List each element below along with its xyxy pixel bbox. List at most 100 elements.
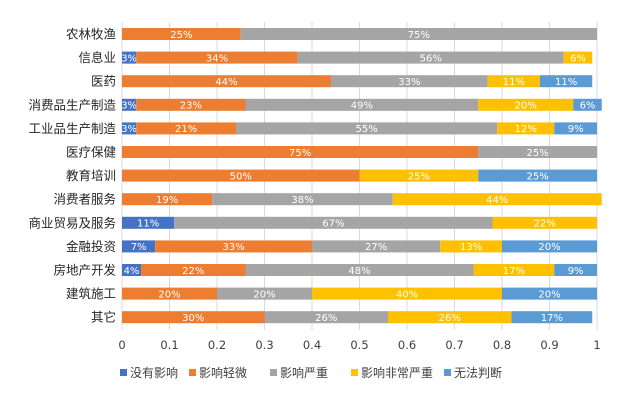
data-label: 20% <box>538 289 560 300</box>
bar-segment <box>312 287 502 300</box>
bar-segment <box>122 169 360 182</box>
data-label: 20% <box>538 242 560 253</box>
data-label: 9% <box>568 266 584 277</box>
data-label: 22% <box>182 266 204 277</box>
category-label: 建筑施工 <box>66 286 116 301</box>
data-label: 49% <box>351 101 373 112</box>
data-label: 33% <box>223 242 245 253</box>
bar-segment <box>155 240 312 253</box>
bar-segment <box>540 75 593 88</box>
bar-segment <box>388 311 512 324</box>
data-label: 7% <box>131 242 147 253</box>
data-label: 6% <box>580 101 596 112</box>
bar-segment <box>122 28 241 40</box>
bar-segment <box>478 146 597 158</box>
bar-segment <box>563 51 593 64</box>
legend-label: 影响非常严重 <box>361 365 433 380</box>
data-label: 22% <box>534 219 556 230</box>
category-label: 医药 <box>91 74 116 89</box>
data-label: 21% <box>175 124 197 135</box>
data-label: 40% <box>396 289 418 300</box>
bar-segment <box>122 240 156 253</box>
bar-segment <box>473 264 555 276</box>
data-label: 38% <box>291 195 313 206</box>
bar-segment <box>240 28 597 40</box>
data-label: 20% <box>515 101 537 112</box>
data-label: 55% <box>356 124 378 135</box>
bar-segment <box>174 216 493 229</box>
bar-segment <box>122 98 137 111</box>
bar-segment <box>236 122 498 135</box>
data-label: 6% <box>570 53 586 64</box>
data-label: 67% <box>322 219 344 230</box>
bar-segment <box>492 216 597 229</box>
bar-segment <box>478 169 597 182</box>
data-label: 3% <box>121 101 137 112</box>
category-label: 房地产开发 <box>53 263 116 278</box>
x-axis-tick-labels: 0 0.1 0.2 0.3 0.4 0.5 0.6 0.7 0.8 0.9 1 <box>118 338 600 352</box>
legend-swatch <box>444 369 451 376</box>
bar-segment <box>511 311 593 324</box>
data-label: 3% <box>121 53 137 64</box>
x-tick-label: 0.6 <box>398 338 416 352</box>
bar-segment <box>502 240 597 253</box>
data-label: 25% <box>408 171 430 182</box>
data-label: 33% <box>398 77 420 88</box>
bar-segment <box>264 311 388 324</box>
bar-segment <box>440 240 502 253</box>
category-label: 工业品生产制造 <box>28 121 116 136</box>
legend-label: 无法判断 <box>454 365 502 380</box>
data-label: 20% <box>158 289 180 300</box>
x-tick-label: 1 <box>593 338 600 352</box>
data-label: 44% <box>215 77 237 88</box>
bar-segment <box>245 98 479 111</box>
data-label: 20% <box>253 289 275 300</box>
bar-segment <box>136 51 298 64</box>
data-label: 27% <box>365 242 387 253</box>
legend-label: 影响轻微 <box>199 365 247 380</box>
data-label: 56% <box>420 53 442 64</box>
bar-segment <box>122 193 213 206</box>
bars: 25% 75% 3% 34% 56% 6% 44% 33% 11% 11% 3% 23% 49% 20% 6… <box>121 28 602 324</box>
bar-segment <box>141 264 246 276</box>
data-label: 75% <box>408 30 430 41</box>
bar-segment <box>245 264 474 276</box>
data-label: 25% <box>527 148 549 159</box>
legend-swatch <box>189 369 196 376</box>
legend: 没有影响 影响轻微 影响严重 影响非常严重 无法判断 <box>120 365 502 380</box>
legend-label: 没有影响 <box>130 365 178 380</box>
bar-segment <box>136 98 246 111</box>
data-label: 4% <box>124 266 140 277</box>
data-label: 50% <box>230 171 252 182</box>
bar-segment <box>502 287 597 300</box>
bar-segment <box>122 264 141 276</box>
x-tick-label: 0.3 <box>255 338 273 352</box>
data-label: 25% <box>170 30 192 41</box>
bar-segment <box>497 122 555 135</box>
category-label: 医疗保健 <box>66 145 117 160</box>
bar-segment <box>212 193 393 206</box>
x-tick-label: 0 <box>118 338 125 352</box>
bar-segment <box>122 122 137 135</box>
category-label: 金融投资 <box>66 239 116 254</box>
category-labels: 农林牧渔信息业医药消费品生产制造工业品生产制造医疗保健教育培训消费者服务商业贸易… <box>28 27 116 325</box>
x-tick-label: 0.5 <box>350 338 368 352</box>
data-label: 17% <box>541 313 563 324</box>
bar-segment <box>136 122 236 135</box>
x-tick-label: 0.8 <box>493 338 511 352</box>
bar-segment <box>359 169 479 182</box>
bar-segment <box>331 75 488 88</box>
bar-segment <box>487 75 540 88</box>
bar-segment <box>573 98 602 111</box>
category-label: 消费者服务 <box>53 192 116 207</box>
bar-segment <box>554 122 597 135</box>
data-label: 11% <box>503 77 525 88</box>
data-label: 19% <box>156 195 178 206</box>
bar-segment <box>122 51 137 64</box>
data-label: 26% <box>315 313 337 324</box>
legend-swatch <box>120 369 127 376</box>
category-label: 消费品生产制造 <box>28 97 116 112</box>
bar-segment <box>217 287 312 300</box>
data-label: 12% <box>515 124 537 135</box>
